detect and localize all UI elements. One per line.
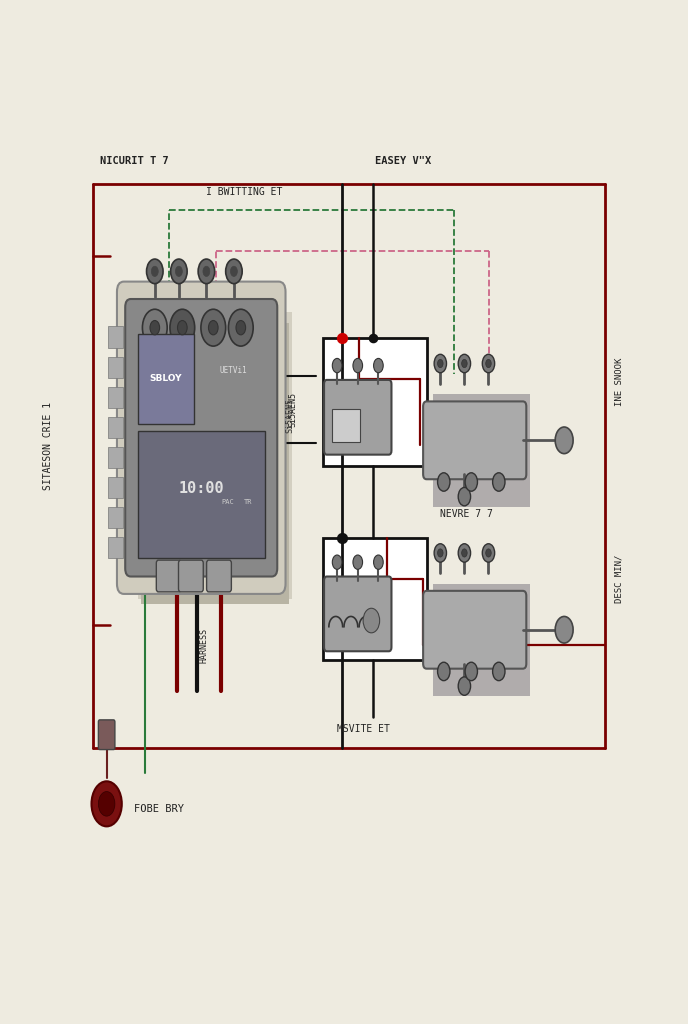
FancyBboxPatch shape bbox=[324, 380, 391, 455]
Bar bbox=[433, 584, 530, 696]
Text: SITAESON CRIE 1: SITAESON CRIE 1 bbox=[43, 401, 53, 489]
Circle shape bbox=[482, 544, 495, 562]
Text: EASEY V"X: EASEY V"X bbox=[375, 156, 431, 166]
Circle shape bbox=[226, 259, 242, 284]
Circle shape bbox=[150, 321, 160, 335]
Text: MSVITE ET: MSVITE ET bbox=[337, 724, 390, 734]
FancyBboxPatch shape bbox=[324, 577, 391, 651]
Circle shape bbox=[465, 663, 477, 681]
FancyBboxPatch shape bbox=[423, 401, 526, 479]
Bar bbox=[323, 338, 427, 466]
Text: FOBE BRY: FOBE BRY bbox=[134, 804, 184, 814]
Text: I BWITTING ET: I BWITTING ET bbox=[206, 186, 283, 197]
Bar bbox=[138, 312, 292, 599]
Bar bbox=[433, 394, 530, 507]
Text: TR: TR bbox=[244, 499, 252, 505]
FancyBboxPatch shape bbox=[178, 560, 203, 592]
Point bbox=[336, 330, 347, 346]
Circle shape bbox=[486, 359, 491, 368]
Circle shape bbox=[482, 354, 495, 373]
Circle shape bbox=[363, 608, 380, 633]
Bar bbox=[108, 537, 123, 558]
Bar bbox=[108, 327, 123, 347]
Bar bbox=[108, 356, 123, 378]
Circle shape bbox=[201, 309, 226, 346]
Text: NEVRE 7 7: NEVRE 7 7 bbox=[440, 509, 493, 519]
FancyBboxPatch shape bbox=[156, 560, 181, 592]
Circle shape bbox=[151, 266, 158, 276]
Circle shape bbox=[332, 555, 342, 569]
Circle shape bbox=[171, 259, 187, 284]
Text: HARNESS: HARNESS bbox=[200, 628, 208, 663]
FancyBboxPatch shape bbox=[125, 299, 277, 577]
Circle shape bbox=[170, 309, 195, 346]
Text: NICURIT T 7: NICURIT T 7 bbox=[100, 156, 169, 166]
Circle shape bbox=[353, 555, 363, 569]
Circle shape bbox=[434, 544, 447, 562]
Circle shape bbox=[458, 487, 471, 506]
Circle shape bbox=[434, 354, 447, 373]
Bar bbox=[108, 446, 123, 468]
Circle shape bbox=[208, 321, 218, 335]
Bar bbox=[138, 334, 194, 424]
Circle shape bbox=[493, 473, 505, 492]
Circle shape bbox=[438, 549, 443, 557]
Circle shape bbox=[147, 259, 163, 284]
Circle shape bbox=[555, 427, 573, 454]
FancyBboxPatch shape bbox=[117, 282, 286, 594]
Circle shape bbox=[236, 321, 246, 335]
Circle shape bbox=[198, 259, 215, 284]
Bar bbox=[323, 538, 427, 660]
Circle shape bbox=[438, 359, 443, 368]
Circle shape bbox=[374, 555, 383, 569]
Circle shape bbox=[230, 266, 237, 276]
Circle shape bbox=[438, 473, 450, 492]
Circle shape bbox=[493, 663, 505, 681]
Bar bbox=[108, 507, 123, 528]
Circle shape bbox=[438, 663, 450, 681]
Circle shape bbox=[458, 544, 471, 562]
Circle shape bbox=[458, 354, 471, 373]
Circle shape bbox=[458, 677, 471, 695]
Bar bbox=[108, 417, 123, 438]
Point bbox=[336, 529, 347, 546]
Point bbox=[367, 330, 378, 346]
Text: SBLOY: SBLOY bbox=[149, 374, 182, 383]
Bar bbox=[108, 387, 123, 408]
Circle shape bbox=[462, 359, 467, 368]
Text: UETVi1: UETVi1 bbox=[220, 366, 248, 375]
Text: TEST 1: TEST 1 bbox=[363, 388, 373, 416]
FancyBboxPatch shape bbox=[206, 560, 231, 592]
Bar bbox=[138, 431, 265, 558]
FancyBboxPatch shape bbox=[98, 720, 115, 750]
Text: PAC: PAC bbox=[222, 499, 234, 505]
Text: DESC MIN/: DESC MIN/ bbox=[614, 554, 624, 603]
Circle shape bbox=[175, 266, 182, 276]
Text: INE SNOOK: INE SNOOK bbox=[614, 357, 624, 406]
Text: 10:00: 10:00 bbox=[178, 481, 224, 496]
Bar bbox=[332, 409, 361, 442]
Circle shape bbox=[228, 309, 253, 346]
Circle shape bbox=[178, 321, 187, 335]
Circle shape bbox=[142, 309, 167, 346]
Text: Si5AEN5: Si5AEN5 bbox=[286, 397, 295, 433]
Text: CIRCUIT: CIRCUIT bbox=[336, 386, 345, 418]
Bar bbox=[108, 477, 123, 498]
Circle shape bbox=[353, 358, 363, 373]
Bar bbox=[141, 323, 289, 604]
Circle shape bbox=[203, 266, 210, 276]
Circle shape bbox=[465, 473, 477, 492]
Circle shape bbox=[92, 781, 122, 826]
Circle shape bbox=[555, 616, 573, 643]
Text: Si5AEN5: Si5AEN5 bbox=[288, 392, 297, 427]
Circle shape bbox=[462, 549, 467, 557]
Circle shape bbox=[374, 358, 383, 373]
Circle shape bbox=[332, 358, 342, 373]
Circle shape bbox=[98, 792, 115, 816]
Circle shape bbox=[486, 549, 491, 557]
FancyBboxPatch shape bbox=[423, 591, 526, 669]
